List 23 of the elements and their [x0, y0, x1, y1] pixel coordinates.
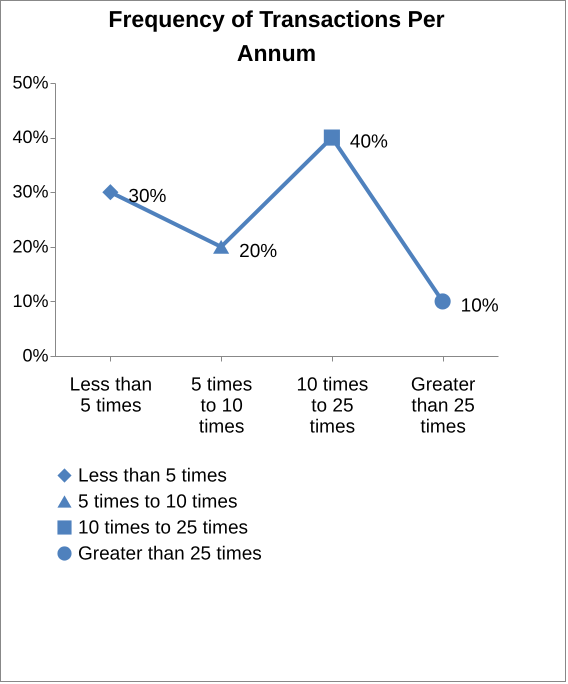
- point: [213, 240, 230, 254]
- y-tick-label: 10%: [12, 290, 48, 311]
- legend-label: Greater than 25 times: [78, 544, 262, 564]
- data-label: 40%: [350, 132, 388, 153]
- legend-label: 10 times to 25 times: [78, 518, 248, 538]
- point: [434, 293, 451, 310]
- y-tick-label: 40%: [12, 127, 48, 148]
- legend-label: Less than 5 times: [78, 466, 227, 486]
- x-tick-label: 5 times to 10 times: [191, 374, 252, 438]
- y-tick-label: 50%: [12, 72, 48, 92]
- x-tick-label: Greater than 25 times: [410, 374, 476, 438]
- point: [102, 184, 118, 200]
- chart-title: Frequency of Transactions Per Annum: [108, 6, 445, 66]
- point: [324, 130, 340, 146]
- data-label: 20%: [239, 240, 278, 262]
- data-label: 10%: [460, 295, 499, 316]
- data-label: 30%: [128, 186, 167, 208]
- legend-label: 5 times to 10 times: [78, 492, 238, 512]
- x-tick-label: 10 times to 25 times: [296, 374, 368, 438]
- y-tick-label: 0%: [22, 346, 48, 366]
- y-tick-label: 20%: [12, 236, 48, 256]
- y-tick-label: 30%: [12, 182, 48, 202]
- x-tick-label: Less than 5 times: [70, 374, 152, 416]
